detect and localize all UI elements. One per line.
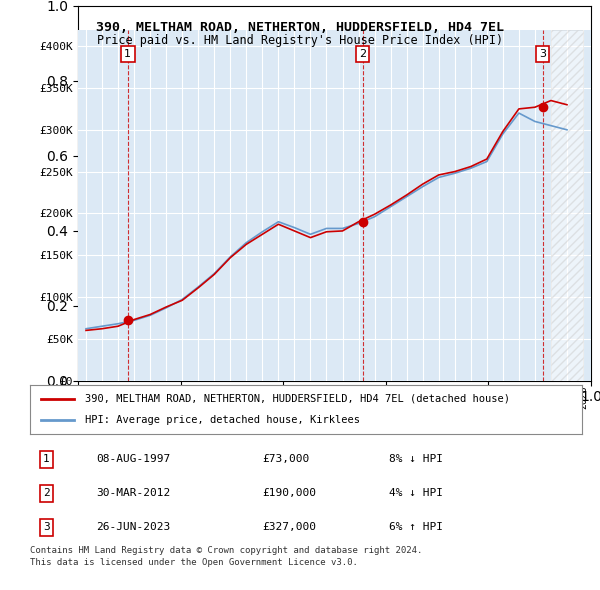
Text: 1: 1 <box>43 454 50 464</box>
Text: 30-MAR-2012: 30-MAR-2012 <box>96 489 170 499</box>
Text: 26-JUN-2023: 26-JUN-2023 <box>96 523 170 532</box>
Text: £73,000: £73,000 <box>262 454 309 464</box>
Text: 08-AUG-1997: 08-AUG-1997 <box>96 454 170 464</box>
Text: HPI: Average price, detached house, Kirklees: HPI: Average price, detached house, Kirk… <box>85 415 360 425</box>
Text: 2: 2 <box>43 489 50 499</box>
Text: 2: 2 <box>359 49 366 59</box>
Text: 3: 3 <box>43 523 50 532</box>
Text: 390, MELTHAM ROAD, NETHERTON, HUDDERSFIELD, HD4 7EL (detached house): 390, MELTHAM ROAD, NETHERTON, HUDDERSFIE… <box>85 394 510 404</box>
Text: Price paid vs. HM Land Registry's House Price Index (HPI): Price paid vs. HM Land Registry's House … <box>97 34 503 47</box>
Text: 3: 3 <box>539 49 546 59</box>
Text: 4% ↓ HPI: 4% ↓ HPI <box>389 489 443 499</box>
Text: This data is licensed under the Open Government Licence v3.0.: This data is licensed under the Open Gov… <box>30 558 358 566</box>
Text: 1: 1 <box>124 49 131 59</box>
Text: £190,000: £190,000 <box>262 489 316 499</box>
Text: 390, MELTHAM ROAD, NETHERTON, HUDDERSFIELD, HD4 7EL: 390, MELTHAM ROAD, NETHERTON, HUDDERSFIE… <box>96 21 504 34</box>
Text: £327,000: £327,000 <box>262 523 316 532</box>
Text: 8% ↓ HPI: 8% ↓ HPI <box>389 454 443 464</box>
Text: 6% ↑ HPI: 6% ↑ HPI <box>389 523 443 532</box>
Text: Contains HM Land Registry data © Crown copyright and database right 2024.: Contains HM Land Registry data © Crown c… <box>30 546 422 555</box>
